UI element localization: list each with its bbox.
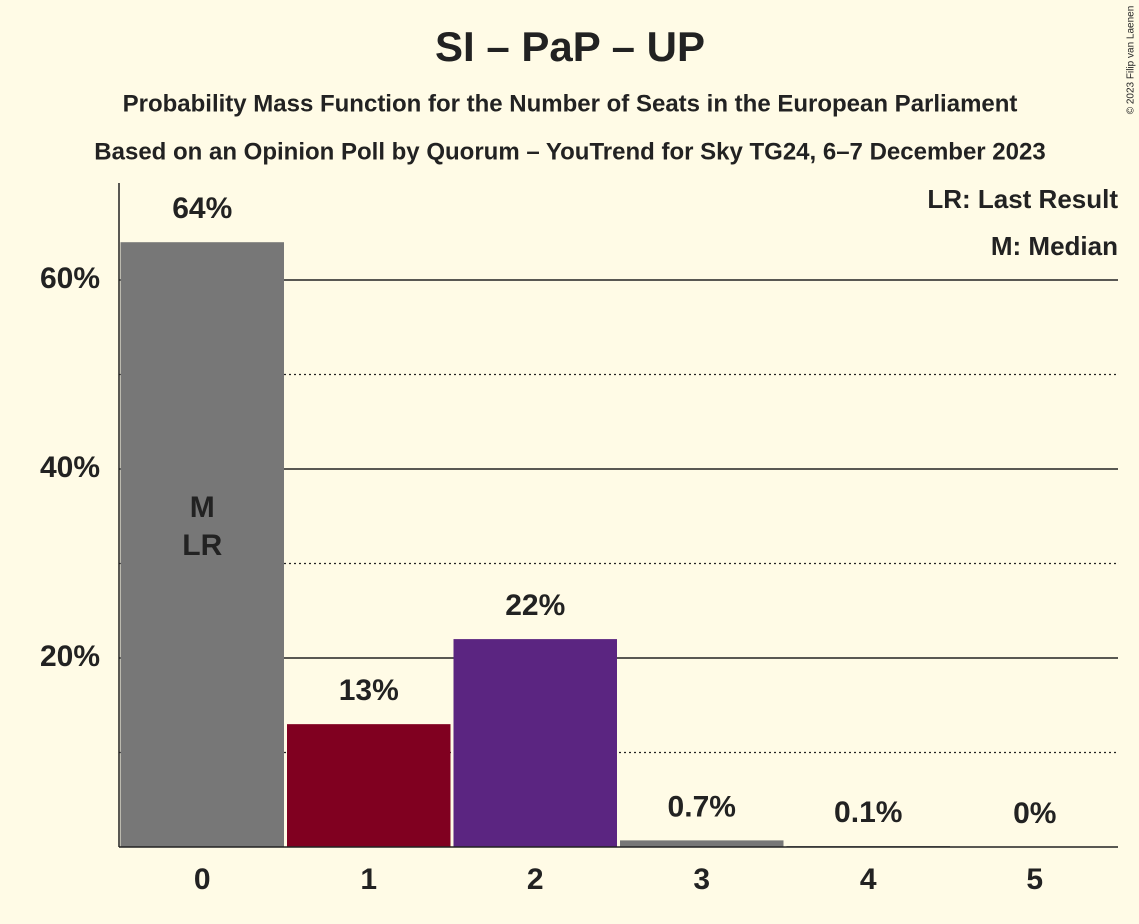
chart-title: SI – PaP – UP xyxy=(435,23,705,70)
legend-entry: M: Median xyxy=(991,231,1118,261)
bar-annotation: M xyxy=(190,491,215,524)
x-tick-label: 5 xyxy=(1026,863,1043,896)
y-tick-label: 20% xyxy=(40,640,100,673)
chart-subtitle: Based on an Opinion Poll by Quorum – You… xyxy=(94,138,1045,165)
value-label: 0.1% xyxy=(834,796,902,829)
x-tick-label: 2 xyxy=(527,863,544,896)
credit: © 2023 Filip van Laenen xyxy=(1126,6,1137,115)
bar xyxy=(120,242,284,847)
value-label: 13% xyxy=(339,674,399,707)
bar xyxy=(620,840,784,847)
bar-annotation: LR xyxy=(182,529,222,562)
bar xyxy=(453,639,617,847)
chart-subtitle: Probability Mass Function for the Number… xyxy=(123,90,1018,117)
x-tick-label: 3 xyxy=(693,863,710,896)
y-tick-label: 60% xyxy=(40,262,100,295)
x-tick-label: 1 xyxy=(360,863,377,896)
value-label: 0.7% xyxy=(668,790,736,823)
value-label: 0% xyxy=(1013,797,1056,830)
legend-entry: LR: Last Result xyxy=(927,184,1118,214)
x-tick-label: 4 xyxy=(860,863,877,896)
value-label: 22% xyxy=(505,589,565,622)
x-tick-label: 0 xyxy=(194,863,211,896)
bar xyxy=(287,724,451,847)
y-tick-label: 40% xyxy=(40,451,100,484)
value-label: 64% xyxy=(172,192,232,225)
